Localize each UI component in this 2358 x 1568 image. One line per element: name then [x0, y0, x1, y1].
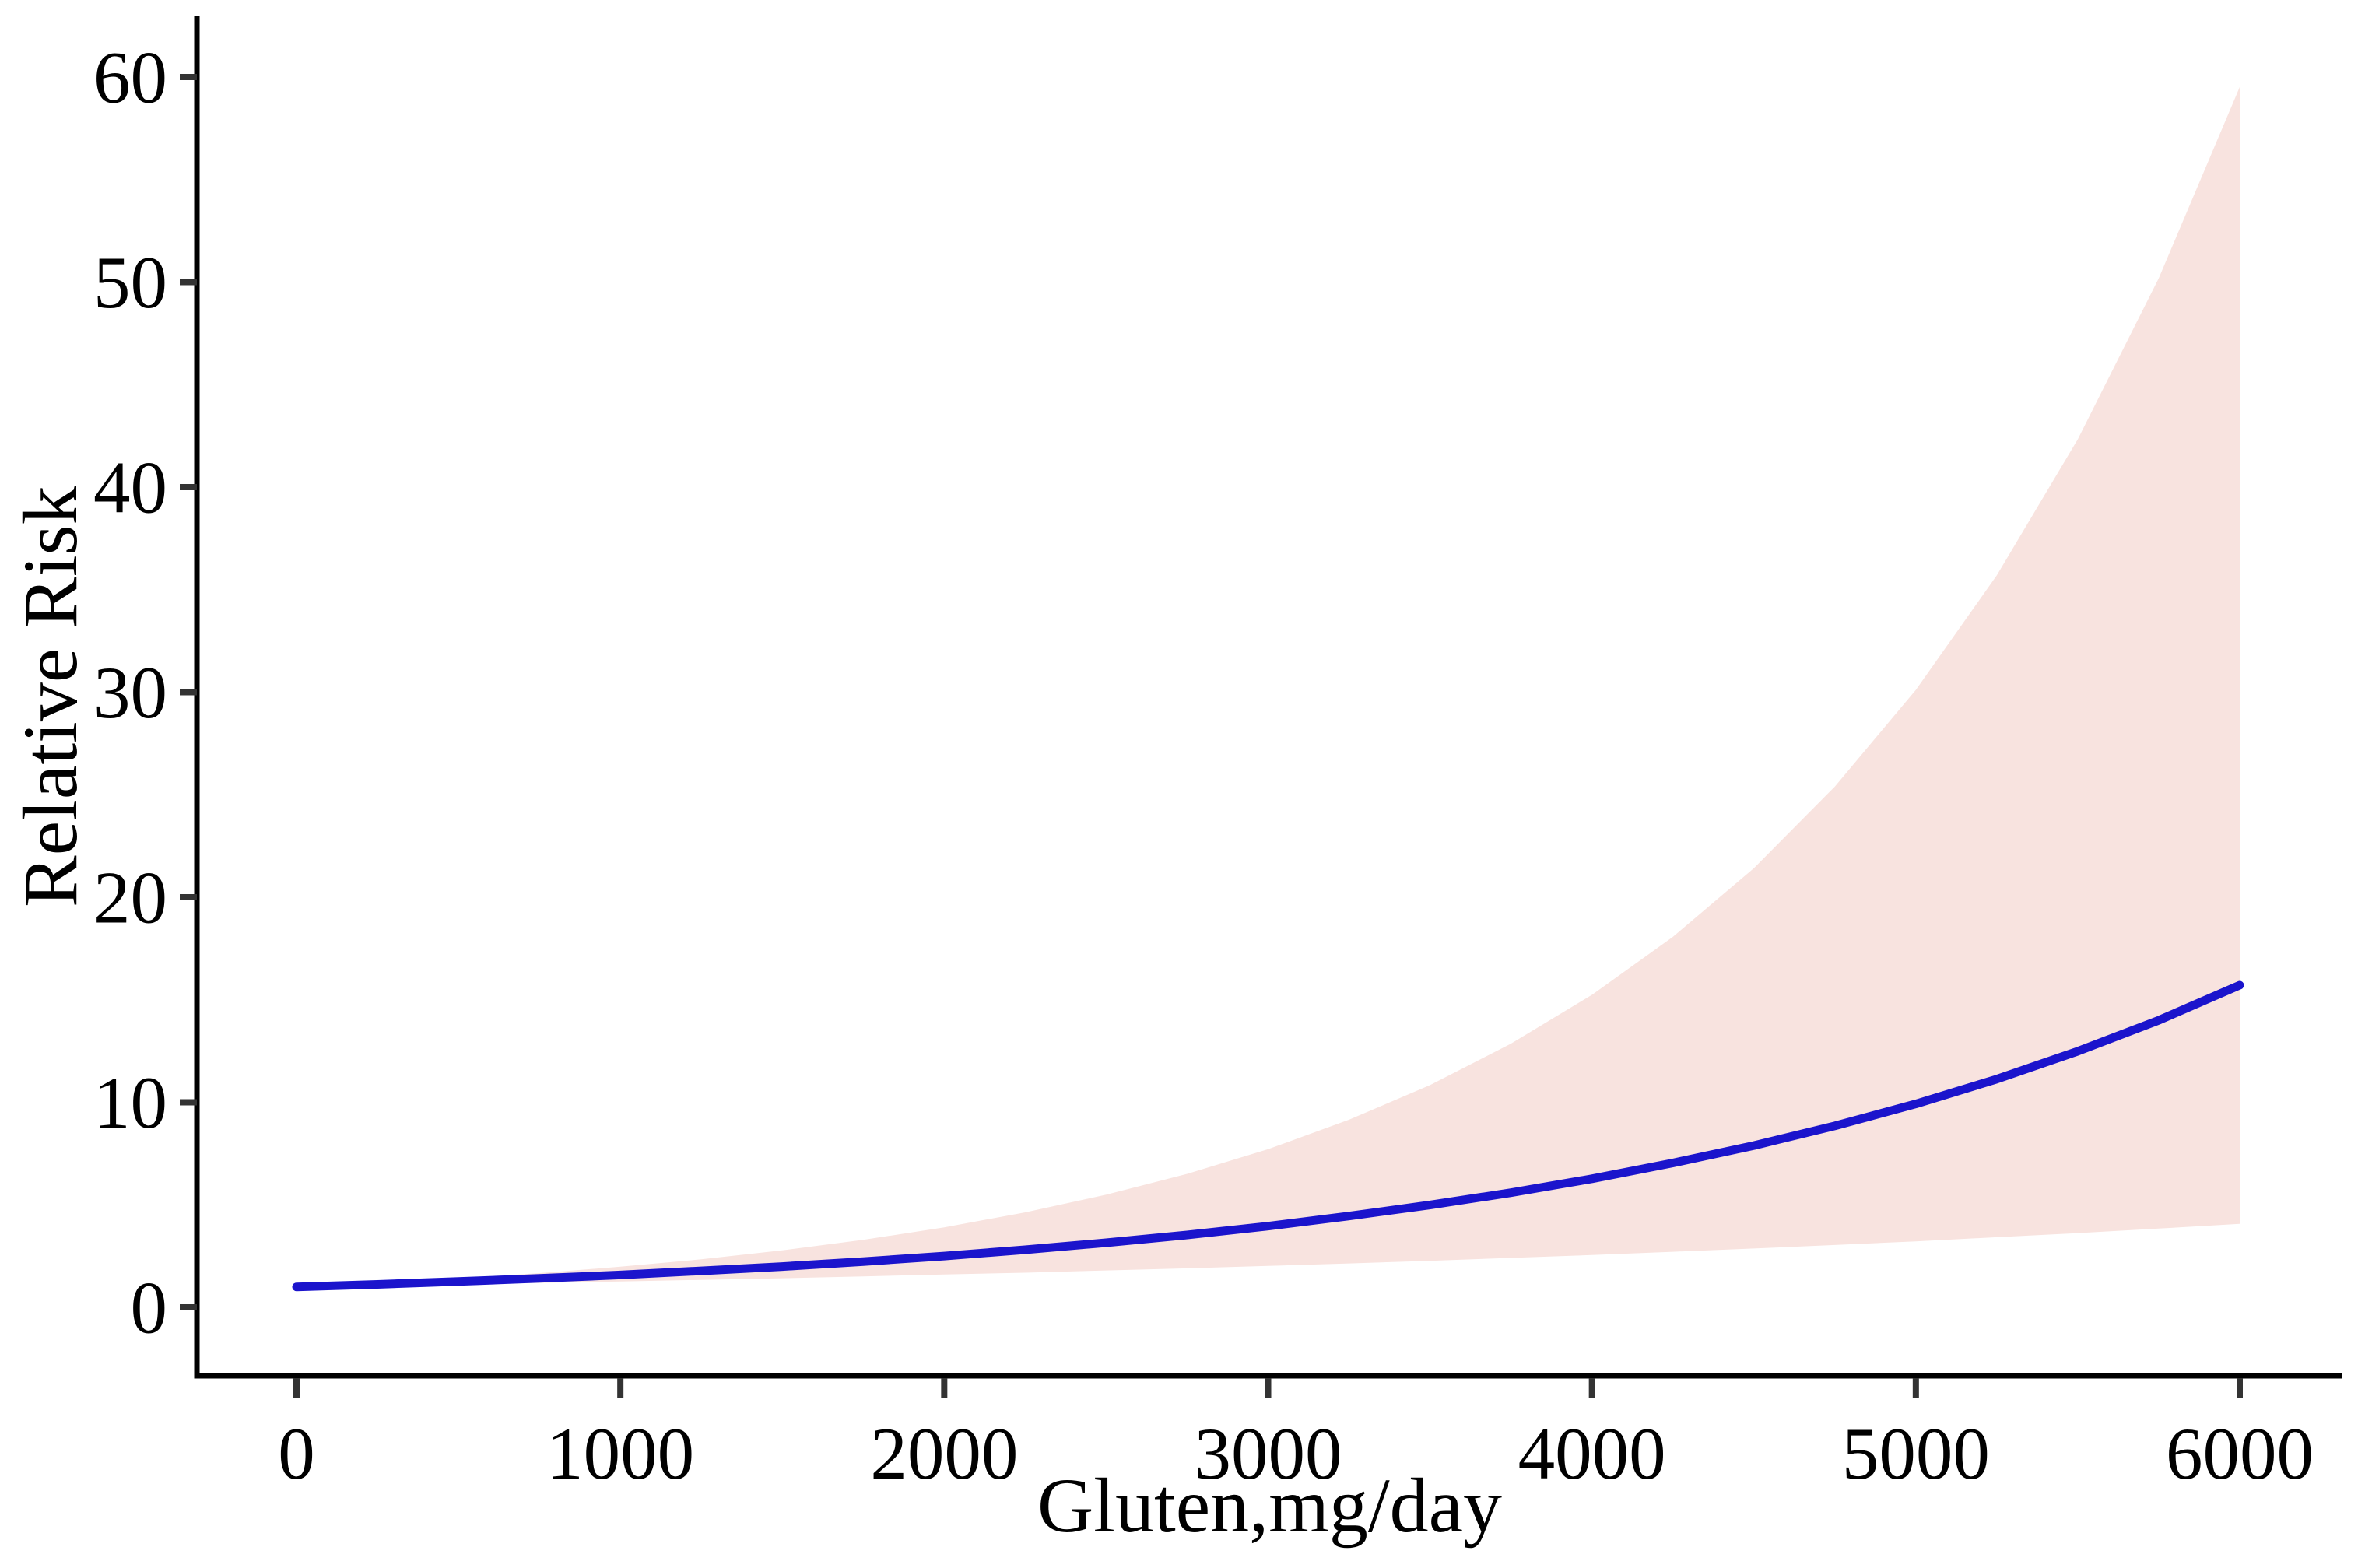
y-tick-label: 50: [93, 241, 167, 324]
x-tick-label: 2000: [870, 1412, 1018, 1495]
fitted-risk-curve: [292, 980, 2244, 1292]
y-tick-label: 30: [93, 651, 167, 734]
y-tick-label: 0: [131, 1266, 168, 1349]
confidence-band: [297, 86, 2240, 1287]
x-tick-label: 3000: [1195, 1412, 1342, 1495]
y-tick-label: 40: [93, 446, 167, 528]
x-tick-label: 1000: [546, 1412, 694, 1495]
x-tick-label: 0: [278, 1412, 315, 1495]
x-tick-label: 5000: [1842, 1412, 1990, 1495]
x-tick-label: 4000: [1518, 1412, 1666, 1495]
y-axis-title: Relative Risk: [7, 486, 93, 907]
y-tick-label: 60: [93, 36, 167, 118]
y-tick-label: 10: [93, 1061, 167, 1144]
x-tick-label: 6000: [2166, 1412, 2314, 1495]
x-axis-title: Gluten,mg/day: [1037, 1462, 1503, 1549]
y-tick-label: 20: [93, 856, 167, 938]
